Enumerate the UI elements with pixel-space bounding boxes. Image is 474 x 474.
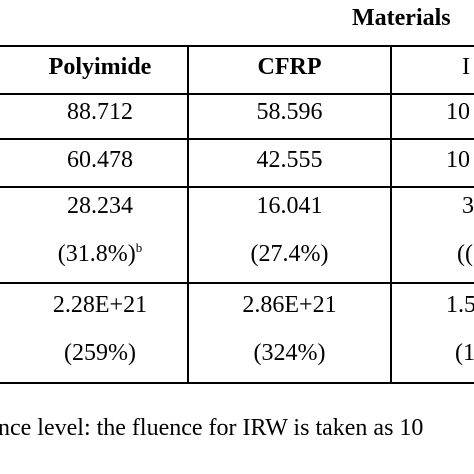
column-header-polyimide: Polyimide bbox=[48, 54, 152, 80]
table-cell: 2.86E+21 bbox=[242, 292, 337, 318]
table-cell: (259%) bbox=[64, 340, 136, 366]
column-header-cfrp: CFRP bbox=[257, 54, 322, 80]
header-rule bbox=[0, 93, 474, 95]
table-cell: 10 bbox=[446, 99, 470, 125]
table-cell: 16.041 bbox=[256, 193, 323, 219]
row-rule bbox=[0, 282, 474, 284]
table-cell: (27.4%) bbox=[250, 241, 329, 267]
table-cell: (31.8%)b bbox=[15, 239, 185, 269]
table-cell: 42.555 bbox=[256, 147, 323, 173]
table-footnote: nce level: the fluence for IRW is taken … bbox=[0, 415, 424, 441]
table-cell: (( bbox=[457, 241, 473, 267]
table-cell: 58.596 bbox=[256, 99, 323, 125]
footnote-marker: b bbox=[135, 240, 143, 255]
table-cell: 10 bbox=[446, 147, 470, 173]
row-rule bbox=[0, 186, 474, 188]
table-cell: 28.234 bbox=[67, 193, 133, 219]
table-cell: 1.5 bbox=[446, 292, 474, 318]
table-top-rule bbox=[0, 45, 474, 47]
cell-percent: (31.8%) bbox=[57, 241, 136, 267]
col-divider-1 bbox=[187, 45, 189, 384]
table-cell: (324%) bbox=[253, 340, 326, 366]
table-cell: 2.28E+21 bbox=[52, 292, 148, 318]
group-header-materials: Materials bbox=[352, 5, 451, 31]
table-cell: 88.712 bbox=[67, 99, 133, 125]
col-divider-2 bbox=[390, 45, 392, 384]
row-rule bbox=[0, 138, 474, 140]
table-cell: (1 bbox=[455, 340, 474, 366]
table-cell: 60.478 bbox=[67, 147, 133, 173]
table-bottom-rule bbox=[0, 382, 474, 384]
table-cell: 3 bbox=[462, 193, 474, 219]
column-header-partial: I bbox=[462, 54, 470, 80]
